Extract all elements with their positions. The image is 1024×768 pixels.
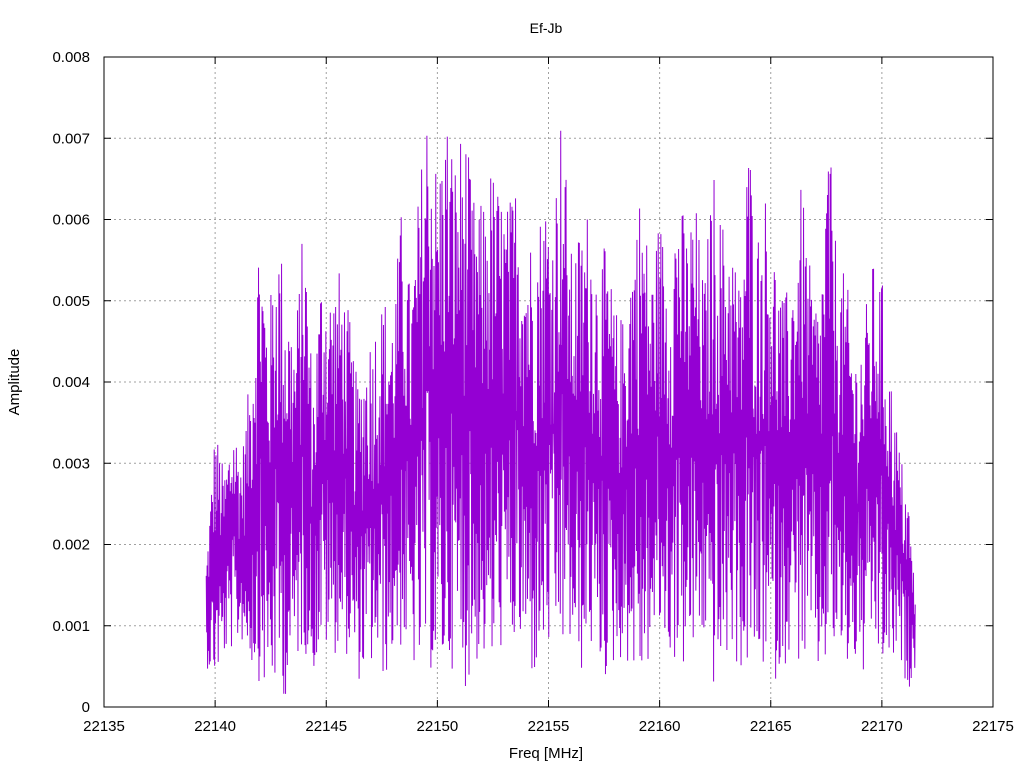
- chart-title: Ef-Jb: [530, 20, 563, 36]
- axis-ticks: 22135 22140 22145 22150 22155 22160 22165 22170…: [52, 49, 1013, 735]
- x-tick-label: 22160: [639, 718, 681, 735]
- x-tick-label: 22175: [972, 718, 1014, 735]
- x-tick-label: 22140: [194, 718, 236, 735]
- x-tick-label: 22145: [305, 718, 347, 735]
- y-tick-label: 0.002: [52, 537, 90, 554]
- x-tick-label: 22150: [417, 718, 459, 735]
- y-tick-label: 0: [82, 699, 90, 716]
- y-tick-label: 0.006: [52, 212, 90, 229]
- series-trace: [205, 130, 916, 694]
- x-tick-label: 22165: [750, 718, 792, 735]
- y-tick-label: 0.005: [52, 293, 90, 310]
- x-axis-title: Freq [MHz]: [509, 745, 583, 762]
- series-line: [205, 130, 916, 694]
- y-tick-label: 0.004: [52, 374, 90, 391]
- x-tick-label: 22155: [528, 718, 570, 735]
- x-tick-label: 22170: [861, 718, 903, 735]
- y-tick-label: 0.001: [52, 618, 90, 635]
- y-tick-label: 0.007: [52, 130, 90, 147]
- x-tick-label: 22135: [83, 718, 125, 735]
- y-tick-label: 0.008: [52, 49, 90, 66]
- y-tick-label: 0.003: [52, 455, 90, 472]
- y-axis-title: Amplitude: [6, 349, 23, 416]
